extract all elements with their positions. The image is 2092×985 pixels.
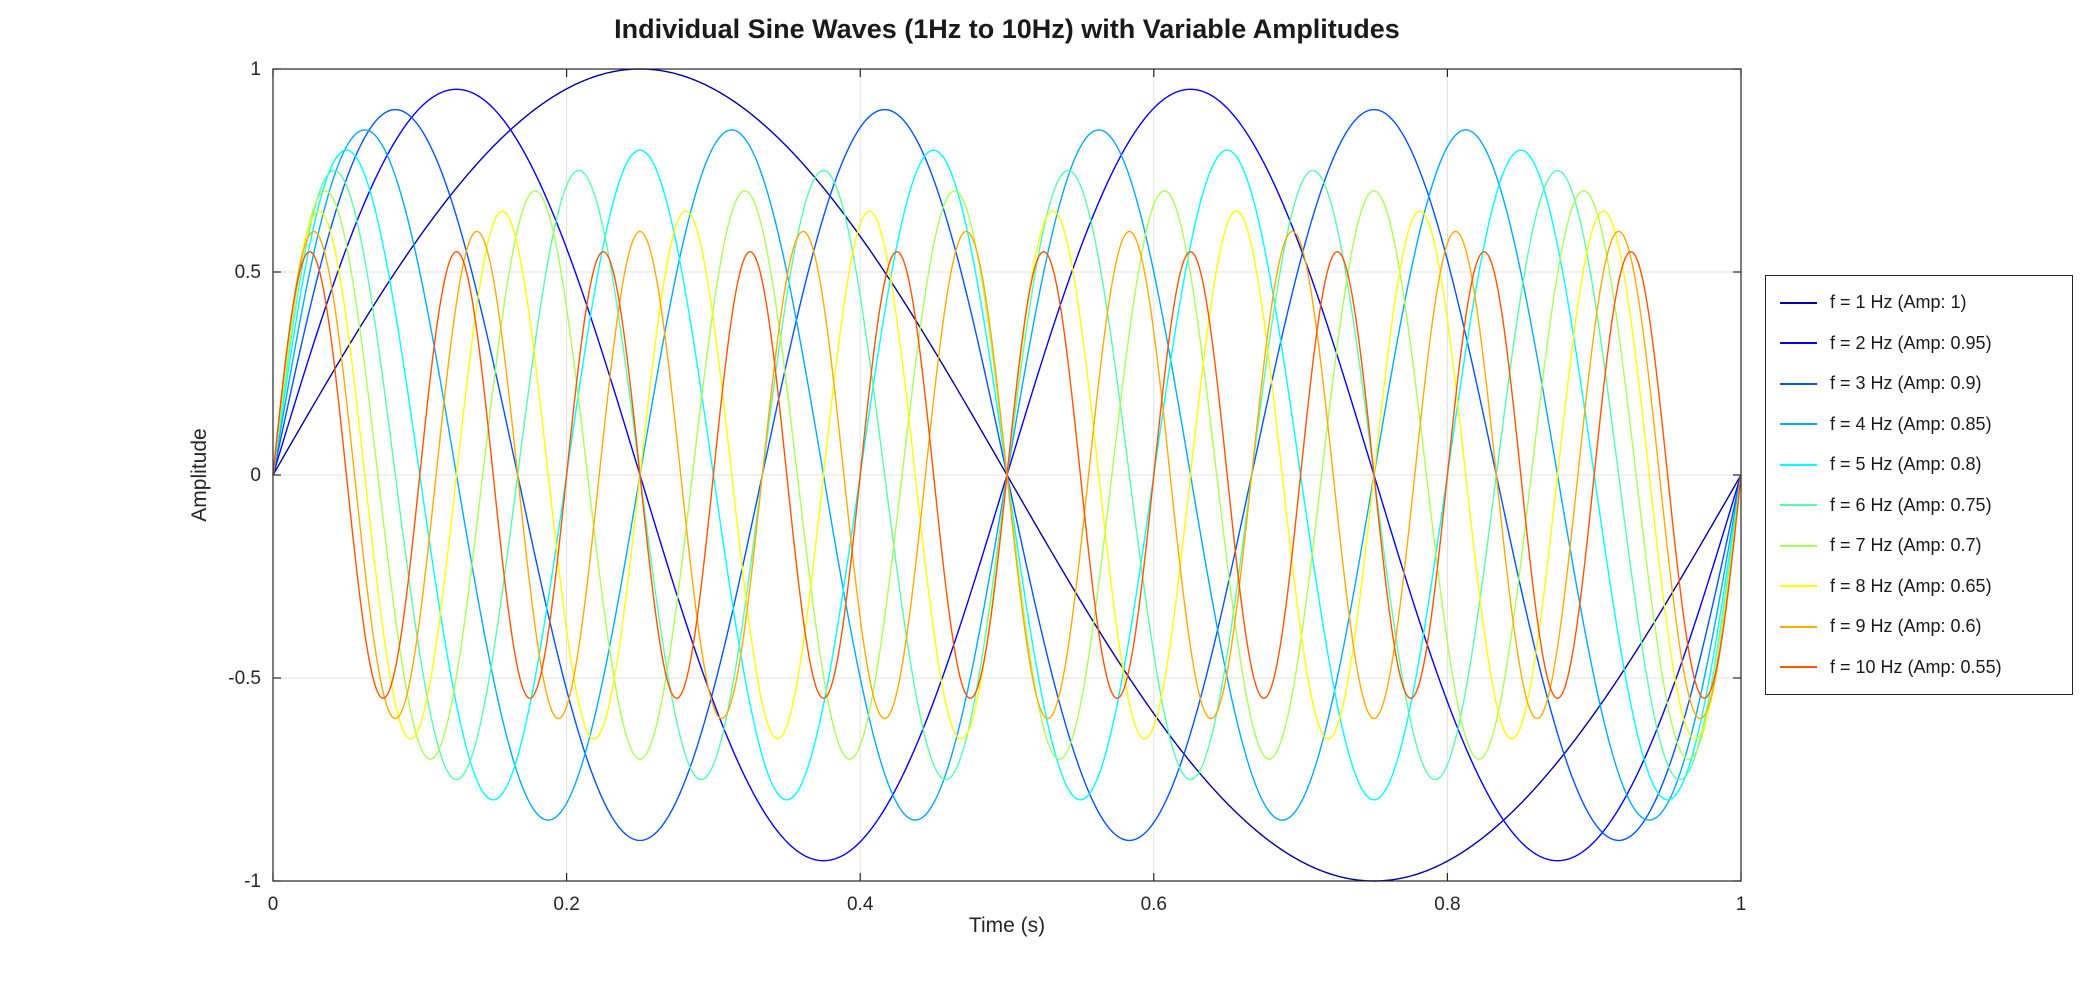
- legend-label: f = 3 Hz (Amp: 0.9): [1830, 373, 1982, 394]
- legend-entry: f = 9 Hz (Amp: 0.6): [1766, 608, 2072, 646]
- legend-entry: f = 7 Hz (Amp: 0.7): [1766, 527, 2072, 565]
- legend-label: f = 2 Hz (Amp: 0.95): [1830, 332, 1992, 353]
- legend-line-sample: [1780, 504, 1817, 507]
- legend-line-sample: [1780, 342, 1817, 345]
- legend-entry: f = 2 Hz (Amp: 0.95): [1766, 324, 2072, 362]
- legend-line-sample: [1780, 666, 1817, 669]
- legend-entry: f = 1 Hz (Amp: 1): [1766, 284, 2072, 322]
- x-tick-label: 0: [268, 894, 279, 915]
- y-axis-label: Amplitude: [188, 428, 211, 522]
- legend-entry: f = 6 Hz (Amp: 0.75): [1766, 486, 2072, 524]
- y-tick-label: -0.5: [228, 668, 261, 689]
- x-axis-label: Time (s): [968, 914, 1046, 937]
- legend-line-sample: [1780, 463, 1817, 466]
- x-tick-label: 0.2: [553, 894, 579, 915]
- legend-line-sample: [1780, 544, 1817, 547]
- legend-entry: f = 10 Hz (Amp: 0.55): [1766, 648, 2072, 686]
- legend-label: f = 7 Hz (Amp: 0.7): [1830, 535, 1982, 556]
- legend-entry: f = 4 Hz (Amp: 0.85): [1766, 405, 2072, 443]
- y-tick-label: 0: [250, 465, 261, 486]
- y-tick-label: 1: [250, 59, 261, 80]
- legend-line-sample: [1780, 382, 1817, 385]
- legend-entry: f = 5 Hz (Amp: 0.8): [1766, 446, 2072, 484]
- legend-label: f = 1 Hz (Amp: 1): [1830, 292, 1967, 313]
- y-tick-label: -1: [244, 871, 261, 892]
- x-tick-label: 0.4: [847, 894, 874, 915]
- legend-label: f = 6 Hz (Amp: 0.75): [1830, 494, 1992, 515]
- legend-entry: f = 3 Hz (Amp: 0.9): [1766, 365, 2072, 403]
- legend: f = 1 Hz (Amp: 1) f = 2 Hz (Amp: 0.95) f =…: [1765, 275, 2073, 695]
- legend-line-sample: [1780, 301, 1817, 304]
- legend-line-sample: [1780, 423, 1817, 426]
- y-tick-label: 0.5: [235, 262, 261, 283]
- legend-label: f = 8 Hz (Amp: 0.65): [1830, 575, 1992, 596]
- x-tick-label: 0.6: [1141, 894, 1167, 915]
- legend-entry: f = 8 Hz (Amp: 0.65): [1766, 567, 2072, 605]
- legend-line-sample: [1780, 585, 1817, 588]
- legend-label: f = 9 Hz (Amp: 0.6): [1830, 616, 1982, 637]
- legend-label: f = 10 Hz (Amp: 0.55): [1830, 656, 2002, 677]
- x-tick-label: 1: [1736, 894, 1747, 915]
- x-tick-label: 0.8: [1434, 894, 1460, 915]
- legend-label: f = 4 Hz (Amp: 0.85): [1830, 413, 1992, 434]
- series-line-10hz: [272, 251, 1742, 699]
- legend-label: f = 5 Hz (Amp: 0.8): [1830, 454, 1982, 475]
- chart-title: Individual Sine Waves (1Hz to 10Hz) with…: [614, 14, 1400, 44]
- legend-line-sample: [1780, 625, 1817, 628]
